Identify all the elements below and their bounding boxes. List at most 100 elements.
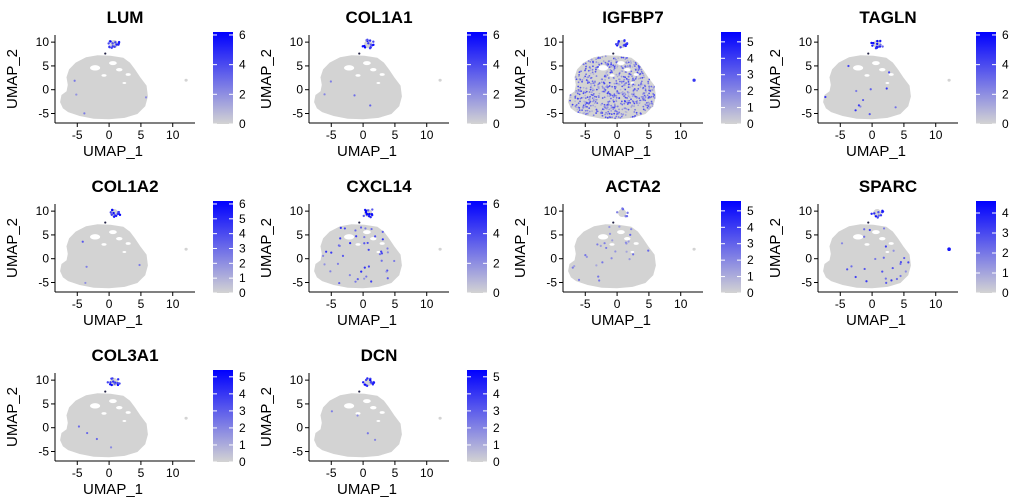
legend-tick-label: 2 (239, 256, 246, 270)
expressing-cell (618, 225, 621, 228)
cell-cluster-outlier (692, 247, 696, 251)
expressing-cell (613, 100, 615, 103)
expressing-cell (641, 72, 644, 75)
expressing-cell (631, 104, 633, 107)
y-tick-label: -5 (292, 275, 303, 289)
expressing-cell (598, 92, 601, 95)
expressing-cell (362, 214, 365, 218)
expressing-cell (625, 77, 628, 80)
expressing-cell (339, 226, 342, 230)
expressing-cell (618, 108, 620, 111)
expressing-cell (577, 81, 580, 84)
expressing-cell (640, 71, 643, 73)
expressing-cell (863, 235, 866, 238)
expressing-cell (647, 80, 650, 83)
cell-cluster-main (60, 393, 148, 458)
expressing-cell (635, 111, 638, 114)
expressing-cell (606, 86, 609, 89)
expressing-cell (363, 235, 366, 239)
expressing-cell (636, 89, 638, 92)
expressing-cell (606, 70, 609, 73)
expressing-cell (104, 52, 107, 55)
x-axis-label: UMAP_1 (337, 312, 397, 329)
expressing-cell (608, 108, 611, 111)
x-tick-label: 0 (614, 128, 621, 142)
feature-panel-col1a1: COL1A1 -5 0 5 10 -5 0 5 10 UMAP_1 UMAP_2 0 2 4 6 (258, 8, 500, 160)
y-tick-label: 0 (805, 83, 812, 97)
cell-cluster-outlier (947, 78, 951, 82)
expressing-cell (610, 109, 613, 112)
expressing-cell (596, 110, 598, 113)
expressing-cell (95, 437, 98, 441)
expressing-cell (625, 42, 629, 45)
expressing-cell (580, 70, 582, 73)
cell-cluster-main (60, 224, 148, 289)
expressing-cell (599, 112, 602, 114)
expressing-cell (325, 250, 328, 253)
x-tick-label: 10 (420, 297, 434, 311)
expressing-cell (370, 280, 373, 283)
expressing-cell (369, 380, 373, 384)
expressing-cell (870, 41, 873, 45)
expressing-cell (604, 61, 607, 64)
expressing-cell (358, 52, 361, 55)
color-legend-bar (213, 370, 233, 462)
legend-tick-label: 2 (493, 256, 500, 270)
expressing-cell (582, 104, 585, 107)
expressing-cell (75, 93, 78, 96)
expressing-cell (586, 96, 589, 99)
feature-panel-igfbp7: IGFBP7 -5 0 5 10 -5 0 5 10 UMAP_1 UMAP_2 0 1 2 3 4 5 (512, 8, 754, 160)
expressing-cell (627, 78, 630, 81)
expressing-cell (365, 384, 369, 388)
expressing-cell (593, 102, 596, 105)
y-tick-label: 5 (550, 228, 557, 242)
expressing-cell (610, 97, 612, 100)
expressing-cell (581, 79, 584, 81)
panel-title: IGFBP7 (602, 8, 663, 27)
expressing-cell (850, 265, 853, 268)
expressing-cell (596, 243, 599, 246)
expressing-cell (117, 382, 120, 385)
expressing-cell (647, 101, 650, 104)
color-legend-bar (467, 370, 487, 462)
x-tick-label: 5 (392, 297, 399, 311)
expressing-cell (650, 95, 653, 98)
expressing-cell (595, 112, 598, 114)
expressing-cell (635, 100, 638, 103)
cluster-gap (617, 230, 625, 235)
expressing-cell (594, 100, 597, 103)
expressing-cell (621, 207, 624, 210)
expressing-cell (620, 81, 623, 84)
legend-tick-label: 2 (747, 84, 754, 98)
expressing-cell (584, 69, 586, 72)
expressing-cell (608, 66, 611, 69)
expressing-cell (582, 86, 585, 89)
expressing-cell (626, 56, 628, 59)
expressing-cell (599, 244, 602, 247)
expressing-cell (110, 383, 113, 387)
expressing-cell (637, 104, 640, 107)
cluster-gap (885, 251, 890, 254)
expressing-cell (368, 39, 372, 42)
expressing-cell (616, 113, 618, 116)
expressing-cell (650, 85, 653, 88)
y-axis-label: UMAP_2 (258, 387, 275, 447)
expressing-cell (577, 102, 580, 105)
expressing-cell (606, 103, 609, 106)
expressing-cell (595, 88, 598, 91)
cluster-gap (109, 230, 117, 235)
expressing-cell (600, 78, 603, 81)
expressing-cell (586, 105, 588, 108)
expressing-cell (370, 212, 374, 216)
expressing-cell (642, 87, 644, 90)
expressing-cell (641, 76, 644, 79)
expressing-cell (633, 102, 636, 105)
expressing-cell (589, 72, 592, 75)
color-legend-bar (213, 201, 233, 293)
expressing-cell (647, 79, 650, 82)
panel-title: SPARC (859, 177, 917, 196)
expressing-cell (322, 254, 325, 257)
expressing-cell (623, 107, 626, 110)
x-tick-label: 5 (138, 297, 145, 311)
expressing-cell (365, 39, 368, 42)
